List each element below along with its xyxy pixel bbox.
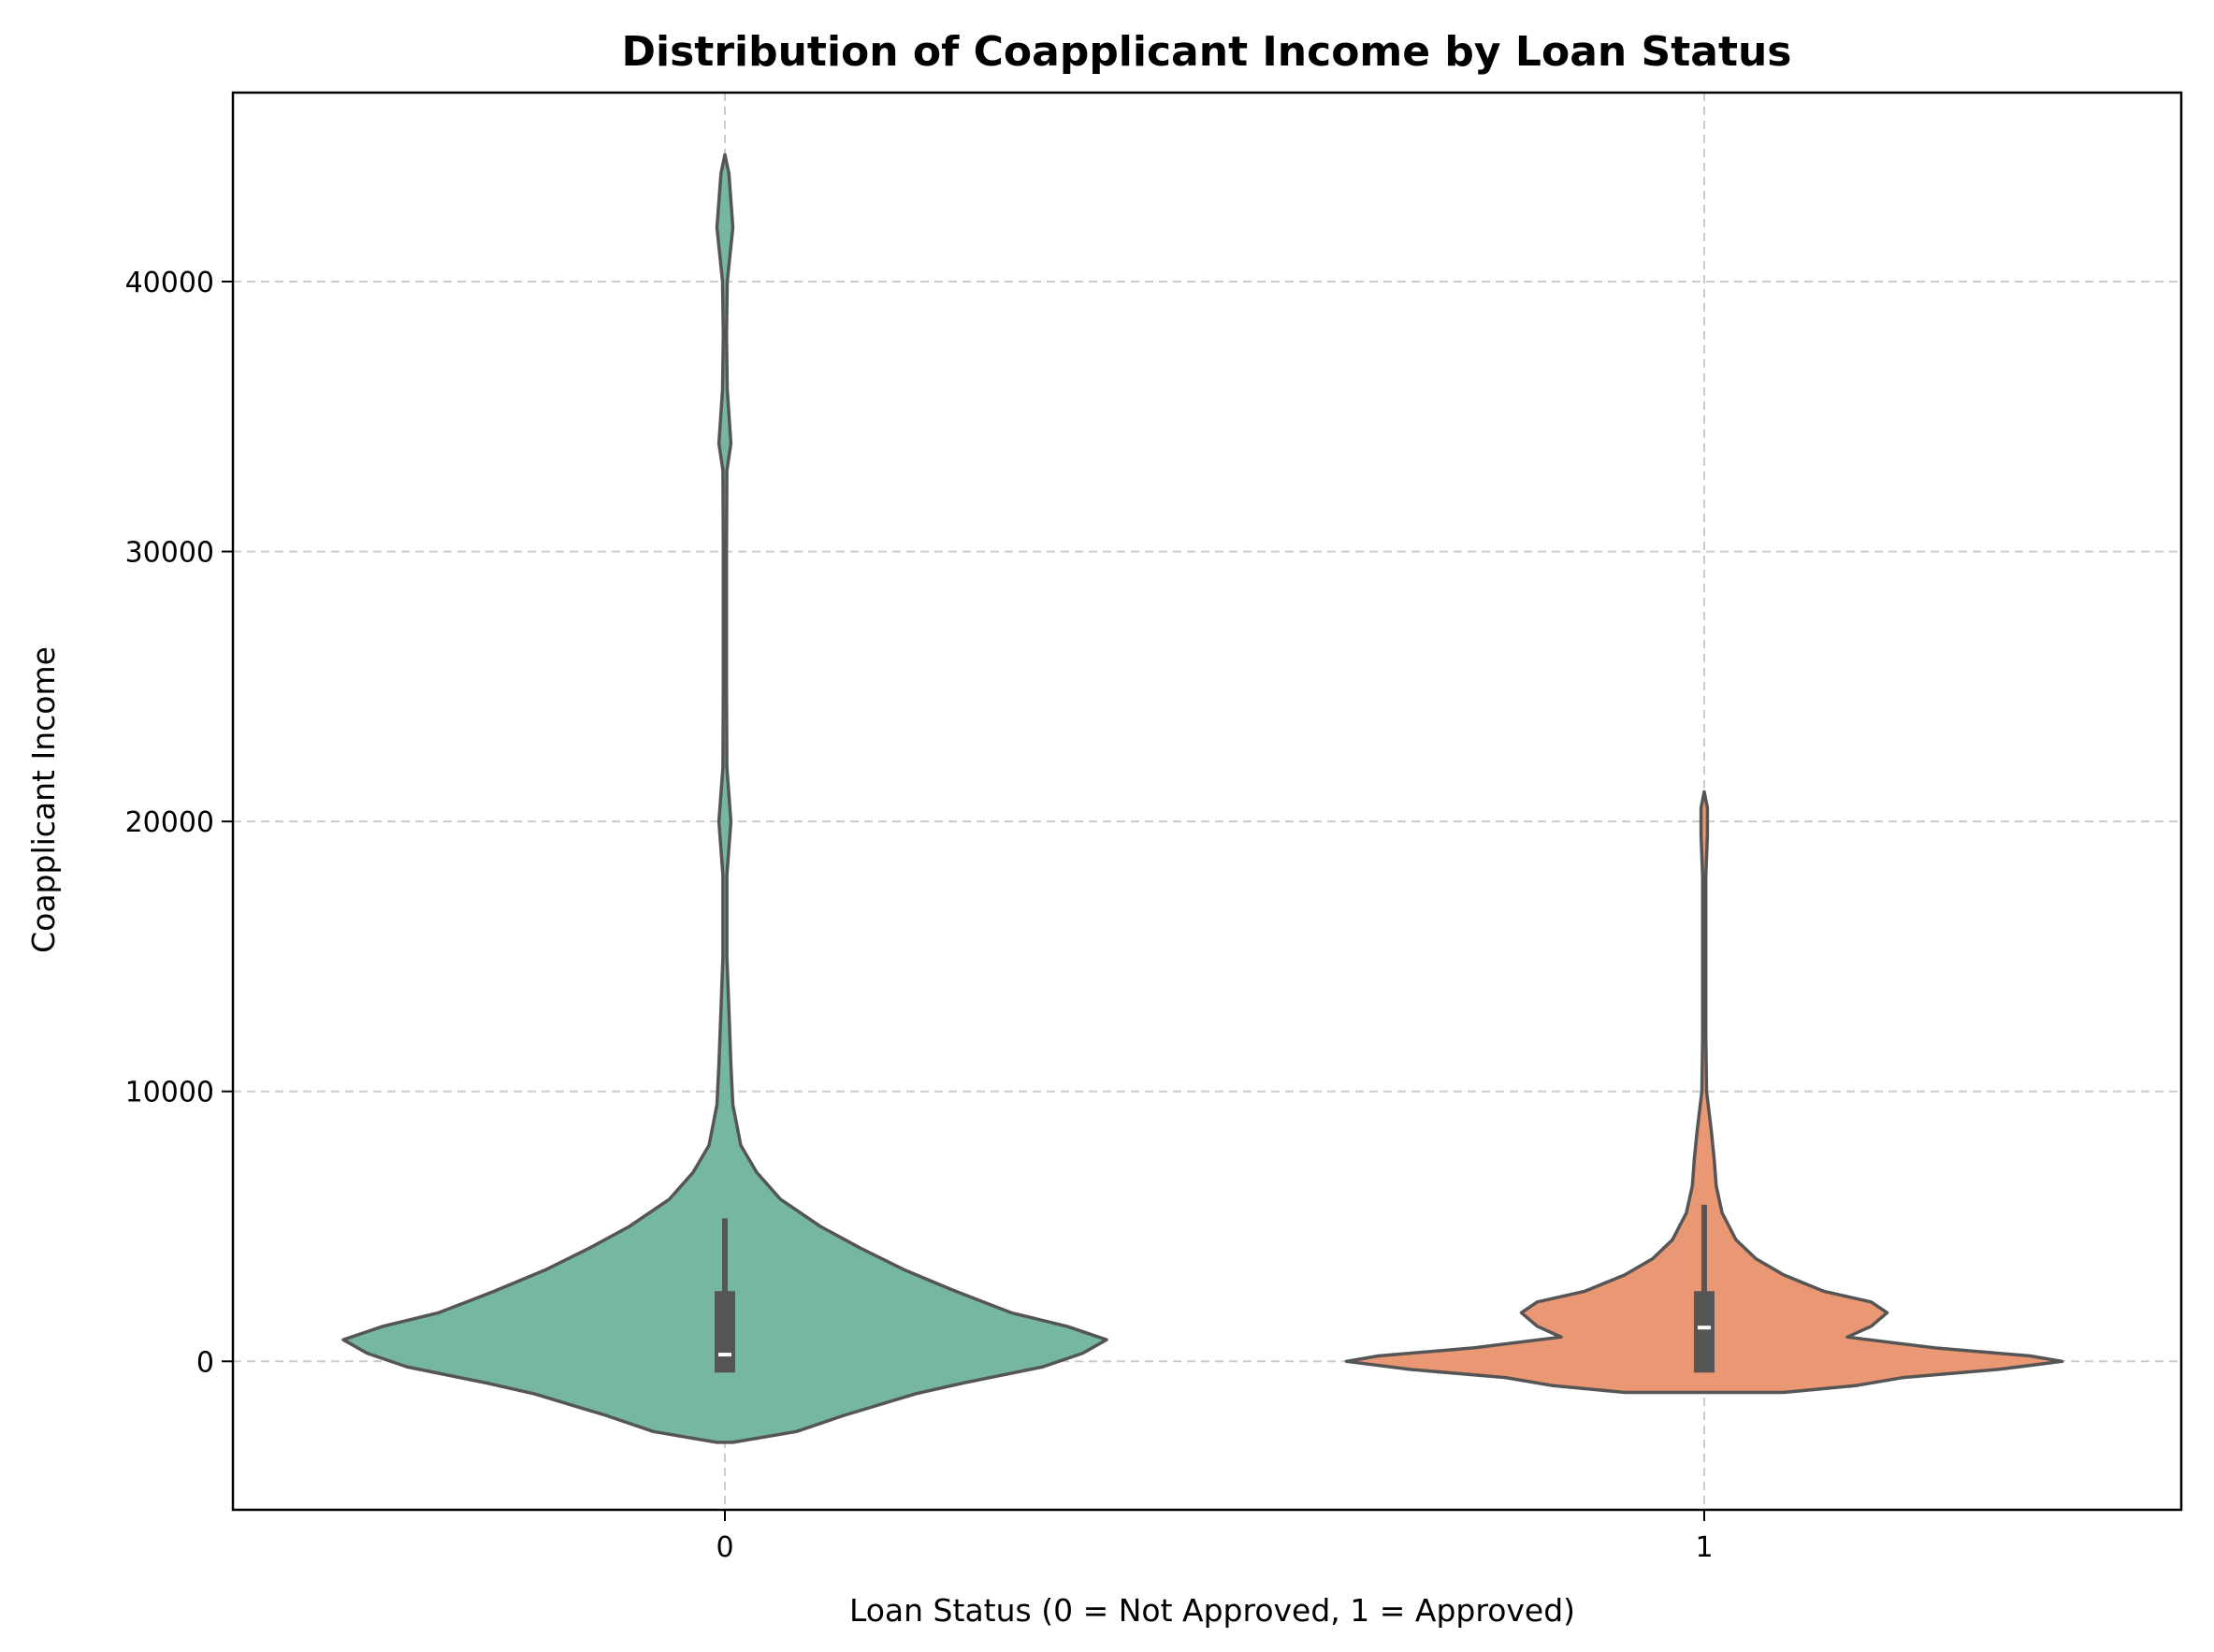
y-tick-label: 40000 — [125, 267, 214, 299]
chart-title: Distribution of Coapplicant Income by Lo… — [622, 28, 1792, 76]
y-axis-label: Coapplicant Income — [25, 646, 62, 953]
violin-body-1 — [1344, 790, 2064, 1395]
tick-layer: 0 10000 20000 30000 40000 0 1 — [125, 267, 1714, 1564]
y-tick-label: 0 — [196, 1346, 214, 1379]
y-tick-label: 20000 — [125, 806, 214, 839]
y-tick-label: 10000 — [125, 1077, 214, 1109]
x-tick-label: 0 — [716, 1531, 733, 1564]
violin-body-0 — [341, 152, 1108, 1444]
x-tick-label: 1 — [1695, 1531, 1713, 1564]
violin-iqr-box-1 — [1694, 1291, 1715, 1373]
violin-layer — [341, 152, 2064, 1444]
plot-frame — [231, 91, 2183, 1512]
y-tick-label: 30000 — [125, 537, 214, 570]
x-axis-label: Loan Status (0 = Not Approved, 1 = Appro… — [849, 1592, 1575, 1629]
violin-iqr-box-0 — [715, 1291, 735, 1373]
